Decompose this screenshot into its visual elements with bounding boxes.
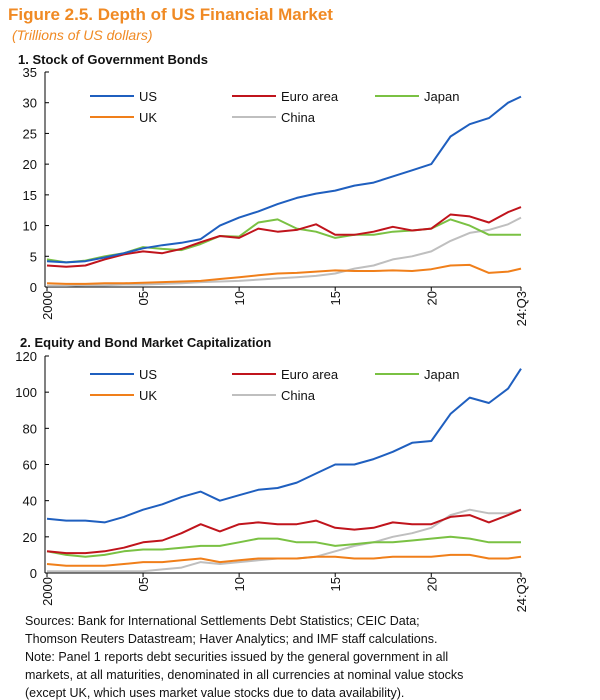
legend-label: China	[281, 110, 316, 125]
series-line-euro-area	[46, 508, 522, 555]
note-line: (except UK, which uses market value stoc…	[25, 686, 404, 700]
x-tick-label: 10	[232, 291, 247, 305]
legend-item: Japan	[375, 89, 459, 104]
figure-subtitle: (Trillions of US dollars)	[12, 27, 153, 43]
panel-2-chart: 0 20 40 60 80 100 120 2000 05 10 15 20 24:Q3 US Euro a…	[15, 349, 529, 612]
legend-label: Japan	[424, 89, 459, 104]
y-tick-label: 30	[23, 96, 37, 111]
y-tick-label: 25	[23, 126, 37, 141]
y-tick-label: 10	[23, 219, 37, 234]
x-tick-label: 20	[424, 291, 439, 305]
panel-2-title: 2. Equity and Bond Market Capitalization	[20, 335, 271, 350]
y-tick-label: 120	[15, 349, 37, 364]
panel-1-title: 1. Stock of Government Bonds	[18, 52, 208, 67]
legend-item: Euro area	[232, 367, 339, 382]
legend-label: US	[139, 367, 157, 382]
x-tick-label: 20	[424, 577, 439, 591]
series-line-uk	[46, 553, 522, 567]
note-line: markets, at all maturities, denominated …	[25, 668, 463, 682]
y-tick-label: 0	[30, 566, 37, 581]
figure-title: Figure 2.5. Depth of US Financial Market	[8, 5, 333, 24]
series-line-euro-area	[46, 206, 522, 268]
series-line-japan	[46, 535, 521, 558]
legend-item: UK	[90, 388, 157, 403]
y-tick-label: 60	[23, 458, 37, 473]
note-line: Note: Panel 1 reports debt securities is…	[25, 650, 448, 664]
y-tick-label: 5	[30, 249, 37, 264]
x-tick-label: 15	[328, 577, 343, 591]
y-tick-label: 100	[15, 385, 37, 400]
series-line-us	[46, 368, 522, 524]
x-tick-label: 05	[136, 577, 151, 591]
legend-item: UK	[90, 110, 157, 125]
y-tick-label: 80	[23, 421, 37, 436]
x-tick-label: 05	[136, 291, 151, 305]
legend-label: US	[139, 89, 157, 104]
legend-item: US	[90, 367, 157, 382]
x-tick-label: 2000	[40, 291, 55, 320]
legend-label: Japan	[424, 367, 459, 382]
note-line: Thomson Reuters Datastream; Haver Analyt…	[25, 632, 437, 646]
legend-label: UK	[139, 110, 157, 125]
legend-item: Euro area	[232, 89, 339, 104]
y-tick-label: 15	[23, 188, 37, 203]
y-tick-label: 20	[23, 157, 37, 172]
x-tick-label: 15	[328, 291, 343, 305]
legend-label: Euro area	[281, 367, 339, 382]
legend-item: Japan	[375, 367, 459, 382]
x-tick-label: 24:Q3	[514, 291, 529, 326]
x-tick-label: 24:Q3	[514, 577, 529, 612]
legend-label: Euro area	[281, 89, 339, 104]
legend-label: UK	[139, 388, 157, 403]
series-line-china	[47, 216, 522, 287]
notes: Sources: Bank for International Settleme…	[25, 614, 463, 700]
series-line-uk	[46, 263, 522, 285]
legend-item: US	[90, 89, 157, 104]
legend-label: China	[281, 388, 316, 403]
legend-item: China	[232, 388, 316, 403]
note-line: Sources: Bank for International Settleme…	[25, 614, 420, 628]
series-line-us	[46, 95, 522, 264]
y-tick-label: 35	[23, 65, 37, 80]
y-tick-label: 20	[23, 530, 37, 545]
x-tick-label: 10	[232, 577, 247, 591]
y-tick-label: 0	[30, 280, 37, 295]
x-tick-label: 2000	[40, 577, 55, 606]
legend-item: China	[232, 110, 316, 125]
y-tick-label: 40	[23, 494, 37, 509]
